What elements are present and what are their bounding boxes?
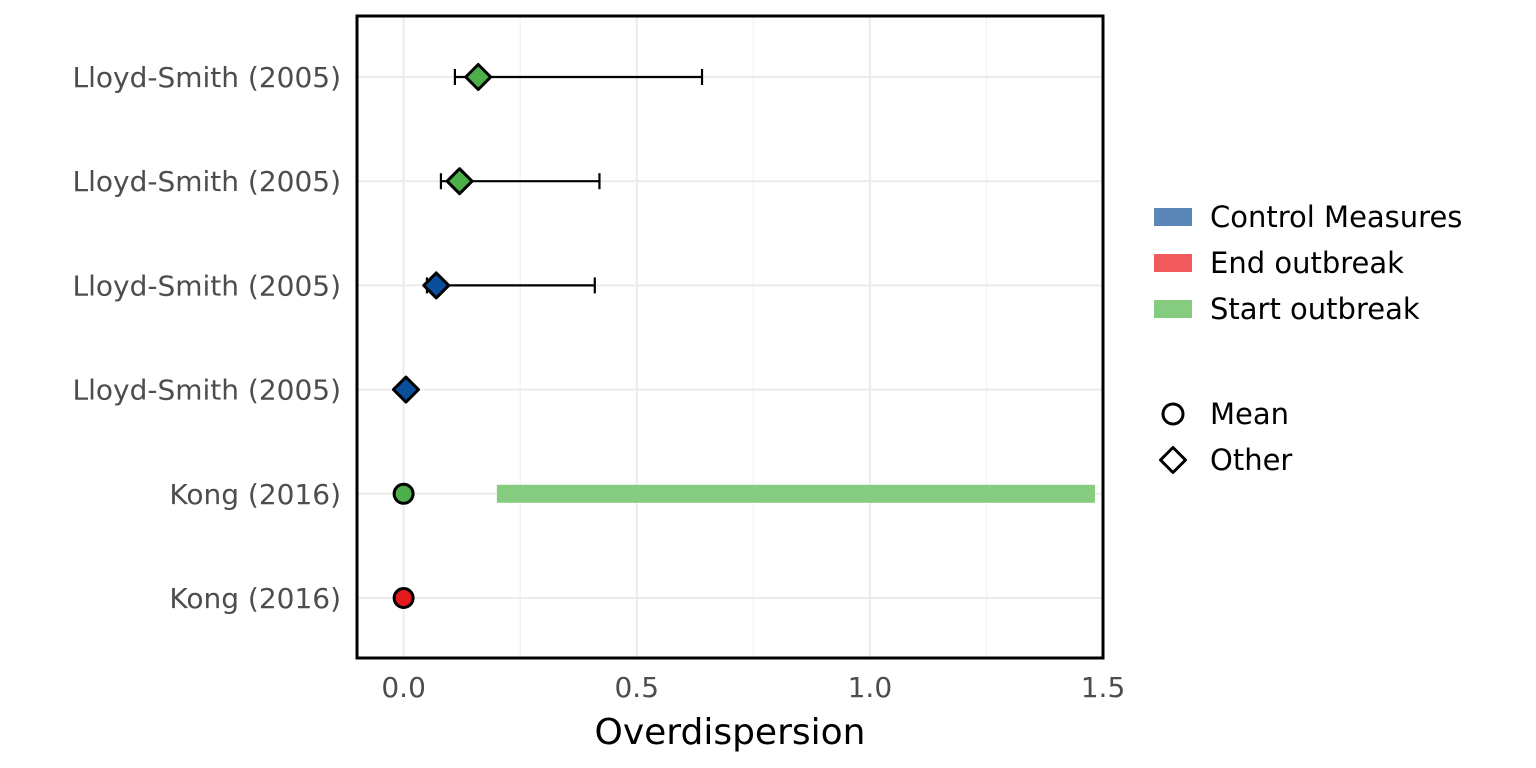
mean-point: [392, 587, 415, 609]
legend-label: Other: [1210, 443, 1292, 477]
y-tick-label: Lloyd-Smith (2005): [72, 61, 341, 94]
x-tick-label: 0.5: [614, 671, 659, 704]
x-axis-title: Overdispersion: [595, 712, 866, 753]
range-bar: [496, 484, 1095, 503]
x-tick-label: 1.0: [848, 671, 893, 704]
y-tick-label: Kong (2016): [169, 582, 341, 615]
legend-label: Start outbreak: [1210, 292, 1420, 326]
data-points: [391, 63, 493, 609]
legend-key-fill: [1154, 300, 1192, 318]
y-tick-label: Kong (2016): [169, 478, 341, 511]
legend-key-circle: [1161, 402, 1185, 426]
mean-point: [392, 482, 415, 505]
legend-key-diamond: [1159, 446, 1187, 474]
legend-key-fill: [1154, 254, 1192, 272]
y-tick-label: Lloyd-Smith (2005): [72, 374, 341, 407]
x-tick-label: 0.0: [381, 671, 426, 704]
range-bars: [496, 484, 1095, 503]
legend-label: End outbreak: [1210, 246, 1404, 280]
other-point: [422, 271, 451, 300]
y-tick-label: Lloyd-Smith (2005): [72, 165, 341, 198]
other-point: [445, 167, 474, 196]
legend: Control Measures End outbreak Start outbre…: [1154, 200, 1462, 477]
legend-label: Control Measures: [1210, 200, 1462, 234]
legend-key-fill: [1154, 208, 1192, 226]
y-tick-label: Lloyd-Smith (2005): [72, 269, 341, 302]
grid-lines: [357, 16, 1104, 658]
x-tick-labels: 0.0 0.5 1.0 1.5: [381, 671, 1125, 704]
x-tick-label: 1.5: [1081, 671, 1126, 704]
plot-panel-border: [355, 14, 1105, 660]
y-tick-labels: Lloyd-Smith (2005) Lloyd-Smith (2005) Lloy…: [72, 61, 341, 615]
legend-label: Mean: [1210, 397, 1289, 431]
other-point: [464, 63, 493, 91]
other-point: [391, 375, 420, 404]
